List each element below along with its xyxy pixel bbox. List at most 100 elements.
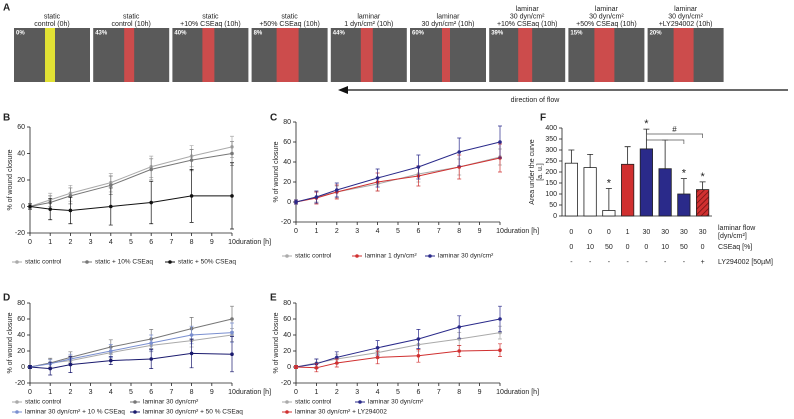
data-point [149,357,153,361]
data-point [109,358,113,363]
wound-region [124,28,135,82]
y-tick-label: 150 [545,180,557,187]
legend-marker [355,254,359,258]
series-line [29,146,233,207]
x-tick-label: 0 [28,239,32,246]
legend-marker [285,400,289,404]
image-title: +10% CSEaq (10h) [180,21,241,28]
condition-value: - [664,259,667,266]
panel-label: A [3,3,10,14]
condition-value: 0 [701,244,705,251]
image-title: static [202,13,219,20]
significance-marker: * [682,168,687,180]
y-axis-label: % of wound closure [7,149,14,210]
data-point [230,194,234,198]
y-tick-label: 40 [283,159,291,166]
y-tick-label: 200 [545,169,557,176]
condition-value: 30 [642,229,650,236]
bar [677,193,691,217]
data-point [189,333,194,337]
data-point [28,204,32,209]
error-bar [680,178,687,194]
data-point [314,366,319,370]
y-tick-label: 100 [545,191,557,198]
image-title: 1 dyn/cm² (10h) [344,21,393,28]
image-title: control (0h) [34,21,69,28]
legend-label: static control [295,399,332,406]
data-point [498,348,502,353]
x-tick-label: 3 [89,389,93,396]
series-line [295,141,501,203]
data-point [28,365,32,369]
closure-label: 0% [16,31,25,37]
y-tick-label: 60 [17,124,25,131]
x-tick-label: 10 [228,389,236,396]
x-axis-label: duration [h] [504,228,539,235]
x-tick-label: 0 [294,389,298,396]
image-title: laminar [674,6,698,13]
condition-value: 0 [588,229,592,236]
x-tick-label: 9 [210,239,214,246]
legend-label: static control [25,259,62,266]
significance-marker: * [644,118,649,130]
y-axis-label: [a. u.] [537,163,544,181]
bar [564,162,578,217]
image-title: +50% CSEaq (10h) [576,21,637,28]
y-tick-label: 80 [17,300,25,307]
image-title: 30 dyn/cm² [510,13,545,20]
closure-label: 20% [650,31,663,37]
bracket [646,133,703,144]
legend-label: laminar 30 dyn/cm² [143,399,199,406]
x-tick-label: 3 [89,239,93,246]
data-point [416,354,421,358]
legend-label: static control [295,253,332,260]
bar [621,163,635,217]
data-point [375,176,380,180]
y-tick-label: 20 [283,348,291,355]
x-tick-label: 2 [68,239,72,246]
bar [639,148,653,217]
wound-region [442,28,450,82]
condition-value: 50 [605,244,613,251]
y-tick-label: 300 [545,147,557,154]
y-axis-label: % of wound closure [7,312,14,373]
closure-label: 39% [491,31,504,37]
data-point [335,188,339,192]
x-tick-label: 5 [396,228,400,235]
data-point [375,355,380,360]
image-title: laminar [516,6,540,13]
x-axis-label: duration [h] [236,389,271,396]
closure-label: 60% [412,31,425,37]
y-tick-label: 40 [17,150,25,157]
image-title: 30 dyn/cm² (10h) [422,21,475,28]
error-bar [643,128,650,149]
data-point [230,317,234,321]
data-point [109,349,113,353]
y-tick-label: 20 [17,348,25,355]
data-point [149,200,153,205]
y-tick-label: 40 [283,332,291,339]
error-bar [587,154,594,168]
x-tick-label: 2 [68,389,72,396]
flow-label: direction of flow [511,97,561,104]
x-tick-label: 2 [335,389,339,396]
x-tick-label: 9 [478,389,482,396]
data-point [68,362,73,367]
condition-value: - [608,259,611,266]
data-point [457,325,462,329]
wound-region [594,28,615,82]
wound-region [45,28,55,82]
condition-value: 30 [661,229,669,236]
panel-label: E [270,293,277,304]
data-point [230,330,234,335]
x-tick-label: 2 [335,228,339,235]
y-tick-label: 40 [17,332,25,339]
x-tick-label: 9 [210,389,214,396]
data-point [294,365,298,369]
y-tick-label: 20 [283,179,291,186]
x-tick-label: 7 [169,239,173,246]
image-title: static [123,13,140,20]
image-title: static [44,13,61,20]
image-title: laminar [437,13,461,20]
condition-value: 10 [661,244,669,251]
